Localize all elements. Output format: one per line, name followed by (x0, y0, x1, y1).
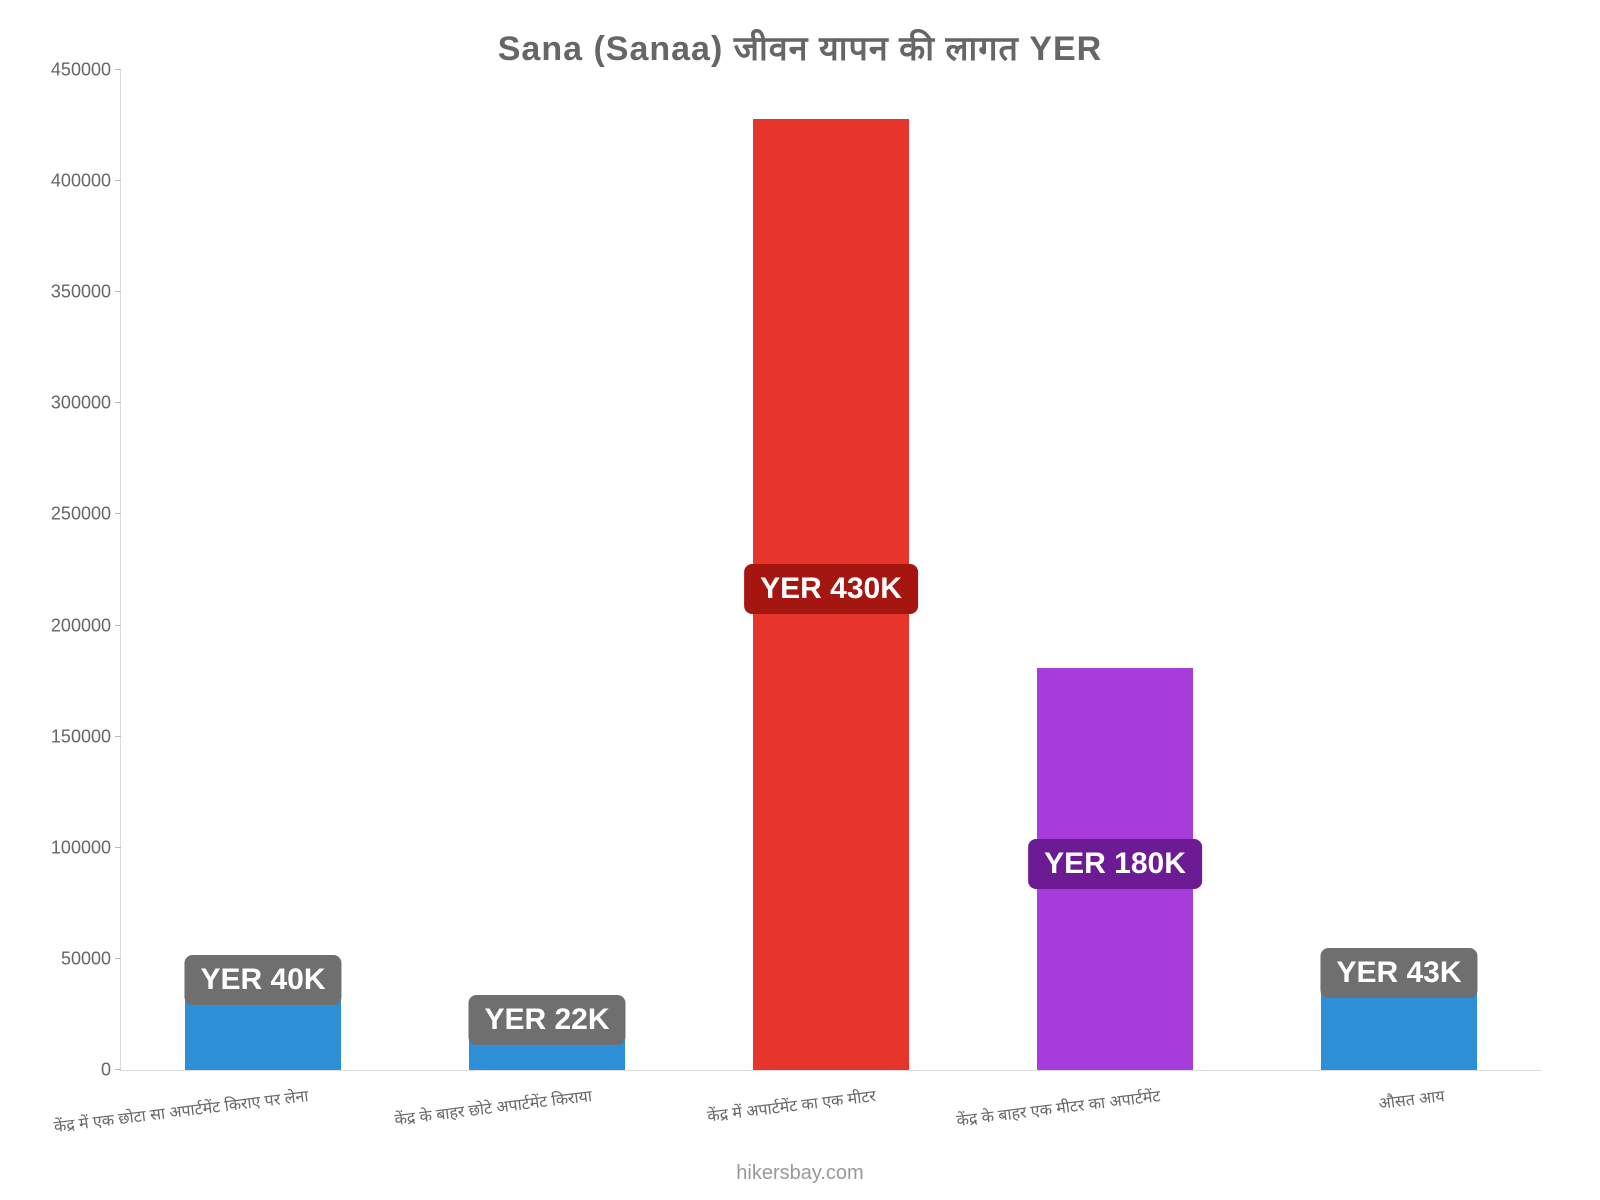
plot-area: 0500001000001500002000002500003000003500… (120, 70, 1541, 1071)
bar-value-label: YER 40K (184, 955, 341, 1005)
y-axis-tick-label: 100000 (21, 837, 111, 858)
bar-value-label: YER 430K (744, 564, 918, 614)
chart-container: Sana (Sanaa) जीवन यापन की लागत YER 05000… (0, 0, 1600, 1200)
y-axis-tick-mark (115, 958, 121, 959)
chart-title: Sana (Sanaa) जीवन यापन की लागत YER (0, 24, 1600, 70)
x-axis-category-label: केंद्र में एक छोटा सा अपार्टमेंट किराए प… (52, 1084, 309, 1137)
y-axis-tick-mark (115, 180, 121, 181)
bar-value-label: YER 43K (1320, 948, 1477, 998)
y-axis-tick-label: 150000 (21, 726, 111, 747)
y-axis-tick-label: 200000 (21, 615, 111, 636)
y-axis-tick-mark (115, 625, 121, 626)
y-axis-tick-mark (115, 402, 121, 403)
y-axis-tick-mark (115, 847, 121, 848)
y-axis-tick-label: 0 (21, 1060, 111, 1081)
y-axis-tick-label: 350000 (21, 282, 111, 303)
y-axis-tick-label: 450000 (21, 60, 111, 81)
x-axis-category-label: केंद्र के बाहर एक मीटर का अपार्टमेंट (955, 1084, 1161, 1131)
y-axis-tick-mark (115, 291, 121, 292)
x-axis-category-label: औसत आय (1377, 1084, 1446, 1114)
y-axis-tick-label: 250000 (21, 504, 111, 525)
x-axis-category-label: केंद्र में अपार्टमेंट का एक मीटर (706, 1084, 877, 1127)
bar-value-label: YER 22K (468, 995, 625, 1045)
x-axis-category-label: केंद्र के बाहर छोटे अपार्टमेंट किराया (393, 1084, 593, 1130)
y-axis-tick-mark (115, 513, 121, 514)
y-axis-tick-label: 50000 (21, 948, 111, 969)
y-axis-tick-mark (115, 69, 121, 70)
chart-footer: hikersbay.com (0, 1162, 1600, 1185)
y-axis-tick-mark (115, 1069, 121, 1070)
y-axis-tick-label: 300000 (21, 393, 111, 414)
bar-value-label: YER 180K (1028, 839, 1202, 889)
y-axis-tick-mark (115, 736, 121, 737)
y-axis-tick-label: 400000 (21, 171, 111, 192)
